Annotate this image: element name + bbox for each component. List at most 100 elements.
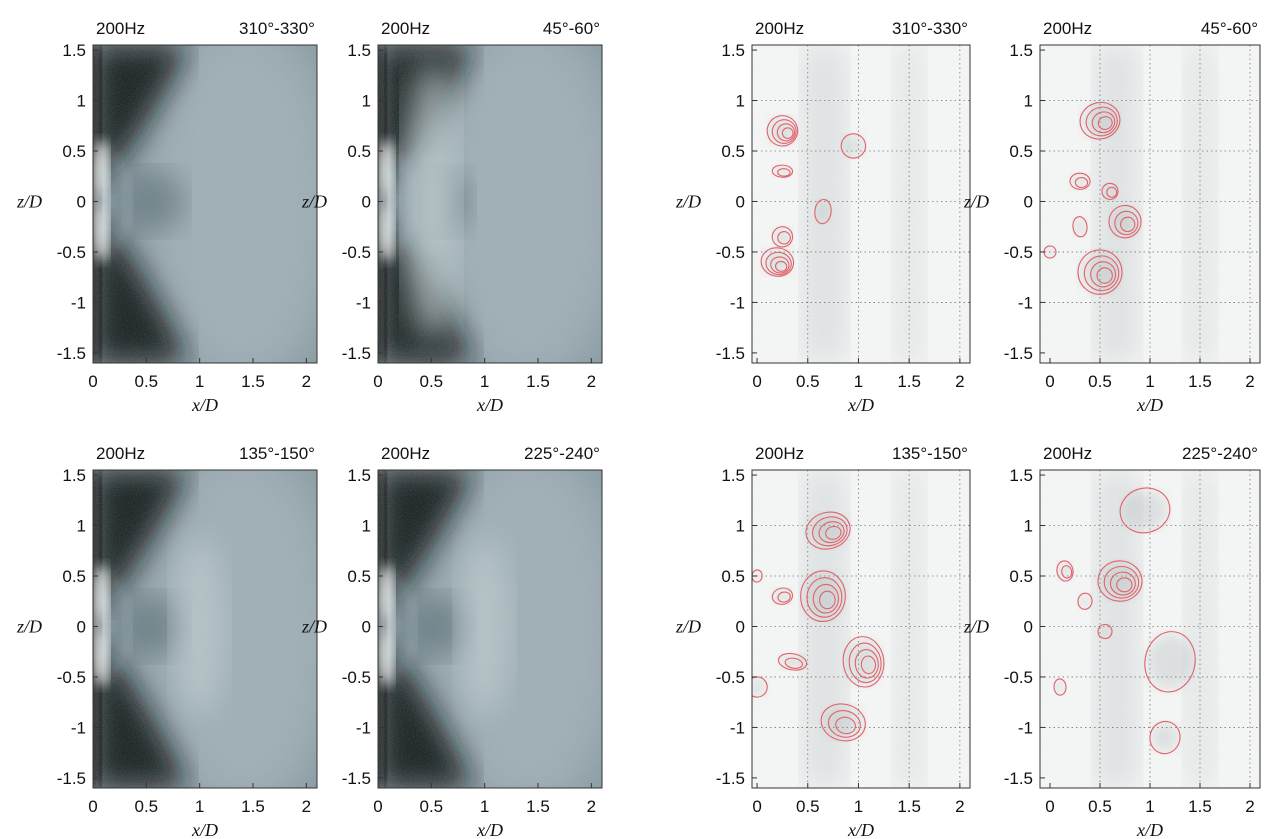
panel-7: 200Hz 135°-150° 0 0.5 1 1.5 2 1.5 1 0.5 0 -0.5 -1 -1.… bbox=[675, 444, 971, 839]
contour-3 bbox=[771, 587, 794, 605]
y-tick-label: 1 bbox=[77, 517, 86, 536]
contour-1 bbox=[766, 115, 799, 147]
x-tick-label: 0.5 bbox=[420, 797, 444, 816]
y-tick-label: 1 bbox=[362, 92, 371, 111]
contour-2 bbox=[1097, 560, 1143, 602]
x-axis-label: x/D bbox=[1136, 395, 1163, 415]
y-tick-label: 0 bbox=[1024, 192, 1033, 211]
panel-2: 200Hz 45°-60° 0 0.5 1 1.5 2 1.5 1 0.5 0 -0.5 -1 -1.5 x… bbox=[301, 19, 603, 415]
contour-2 bbox=[1069, 172, 1091, 190]
panel-phase-label: 310°-330° bbox=[892, 19, 968, 38]
y-tick-label: -1.5 bbox=[1004, 769, 1033, 788]
panel-phase-label: 135°-150° bbox=[892, 444, 968, 463]
x-tick-label: 0.5 bbox=[796, 797, 820, 816]
panel-freq-label: 200Hz bbox=[381, 444, 430, 463]
x-axis-label: x/D bbox=[847, 395, 874, 415]
x-tick-label: 0.5 bbox=[1088, 797, 1112, 816]
y-tick-label: -0.5 bbox=[1004, 243, 1033, 262]
y-tick-label: 1 bbox=[736, 517, 745, 536]
contour-3 bbox=[1056, 560, 1074, 582]
y-tick-label: 0.5 bbox=[1009, 567, 1033, 586]
y-tick-label: 1 bbox=[1024, 92, 1033, 111]
plot-frame bbox=[377, 44, 603, 364]
x-tick-label: 1.5 bbox=[526, 797, 550, 816]
x-tick-label: 0.5 bbox=[1088, 372, 1112, 391]
y-tick-label: 1.5 bbox=[721, 41, 745, 60]
contour-2 bbox=[800, 570, 846, 622]
plot-area bbox=[378, 470, 602, 788]
x-axis-label: x/D bbox=[1136, 820, 1163, 839]
plot-area bbox=[1040, 470, 1260, 788]
x-tick-label: 1 bbox=[195, 797, 204, 816]
x-tick-label: 1.5 bbox=[241, 372, 265, 391]
panel-4: 200Hz 45°-60° 0 0.5 1 1.5 2 1.5 1 0.5 0 -0.5 -1 -1.5 x… bbox=[963, 19, 1261, 415]
x-tick-label: 2 bbox=[1245, 797, 1254, 816]
y-tick-label: 1.5 bbox=[347, 41, 371, 60]
contour-4 bbox=[1108, 204, 1142, 239]
contour-3 bbox=[1101, 182, 1119, 201]
y-tick-label: -1 bbox=[356, 293, 371, 312]
contour-1 bbox=[805, 511, 851, 550]
x-tick-label: 0 bbox=[752, 372, 761, 391]
contour-1 bbox=[1119, 487, 1171, 534]
x-tick-label: 1 bbox=[854, 797, 863, 816]
x-tick-label: 0.5 bbox=[135, 797, 159, 816]
y-tick-label: -1 bbox=[730, 293, 745, 312]
x-axis-label: x/D bbox=[847, 820, 874, 839]
y-tick-label: 0 bbox=[77, 192, 86, 211]
contour-5 bbox=[1097, 623, 1113, 640]
panel-freq-label: 200Hz bbox=[1043, 19, 1092, 38]
y-tick-label: 1.5 bbox=[721, 466, 745, 485]
y-tick-label: -0.5 bbox=[57, 243, 86, 262]
y-tick-label: 0 bbox=[362, 192, 371, 211]
x-tick-label: 0 bbox=[1045, 797, 1054, 816]
plot-area bbox=[378, 45, 602, 363]
x-tick-label: 0 bbox=[88, 797, 97, 816]
y-tick-label: 0.5 bbox=[347, 142, 371, 161]
contour-4 bbox=[814, 198, 832, 225]
x-tick-label: 0.5 bbox=[796, 372, 820, 391]
y-tick-label: 0.5 bbox=[721, 567, 745, 586]
y-tick-label: 1 bbox=[77, 92, 86, 111]
x-tick-label: 1.5 bbox=[897, 372, 921, 391]
y-axis-label: z/D bbox=[963, 191, 989, 211]
contour-2 bbox=[771, 164, 794, 178]
panel-phase-label: 45°-60° bbox=[1201, 19, 1258, 38]
panel-freq-label: 200Hz bbox=[96, 444, 145, 463]
y-tick-label: -0.5 bbox=[342, 243, 371, 262]
panel-6: 200Hz 225°-240° 0 0.5 1 1.5 2 1.5 1 0.5 0 -0.5 -1 -1.… bbox=[301, 444, 603, 839]
x-tick-label: 1.5 bbox=[897, 797, 921, 816]
contour-3 bbox=[840, 133, 867, 159]
contour-8 bbox=[1149, 720, 1181, 755]
plot-frame bbox=[92, 44, 318, 364]
y-axis-label: z/D bbox=[16, 616, 42, 636]
y-tick-label: 0.5 bbox=[62, 567, 86, 586]
x-tick-label: 2 bbox=[302, 372, 311, 391]
y-tick-label: -1.5 bbox=[716, 344, 745, 363]
contour-5 bbox=[1072, 216, 1088, 238]
panel-phase-label: 135°-150° bbox=[239, 444, 315, 463]
y-axis-label: z/D bbox=[16, 191, 42, 211]
y-axis-label: z/D bbox=[963, 616, 989, 636]
x-tick-label: 0.5 bbox=[420, 372, 444, 391]
panel-freq-label: 200Hz bbox=[96, 19, 145, 38]
y-tick-label: -1.5 bbox=[342, 344, 371, 363]
y-tick-label: -1 bbox=[71, 293, 86, 312]
x-tick-label: 0 bbox=[1045, 372, 1054, 391]
y-axis-label: z/D bbox=[301, 191, 327, 211]
plot-frame bbox=[377, 469, 603, 789]
x-axis-label: x/D bbox=[191, 820, 218, 839]
y-tick-label: 0 bbox=[77, 617, 86, 636]
x-tick-label: 0 bbox=[752, 797, 761, 816]
y-tick-label: -0.5 bbox=[716, 668, 745, 687]
plot-frame bbox=[751, 44, 971, 364]
plot-frame bbox=[751, 469, 971, 789]
x-tick-label: 0 bbox=[88, 372, 97, 391]
y-tick-label: -1 bbox=[71, 718, 86, 737]
x-tick-label: 1.5 bbox=[526, 372, 550, 391]
x-tick-label: 0.5 bbox=[135, 372, 159, 391]
y-axis-label: z/D bbox=[675, 616, 701, 636]
x-tick-label: 1 bbox=[480, 372, 489, 391]
x-axis-label: x/D bbox=[191, 395, 218, 415]
